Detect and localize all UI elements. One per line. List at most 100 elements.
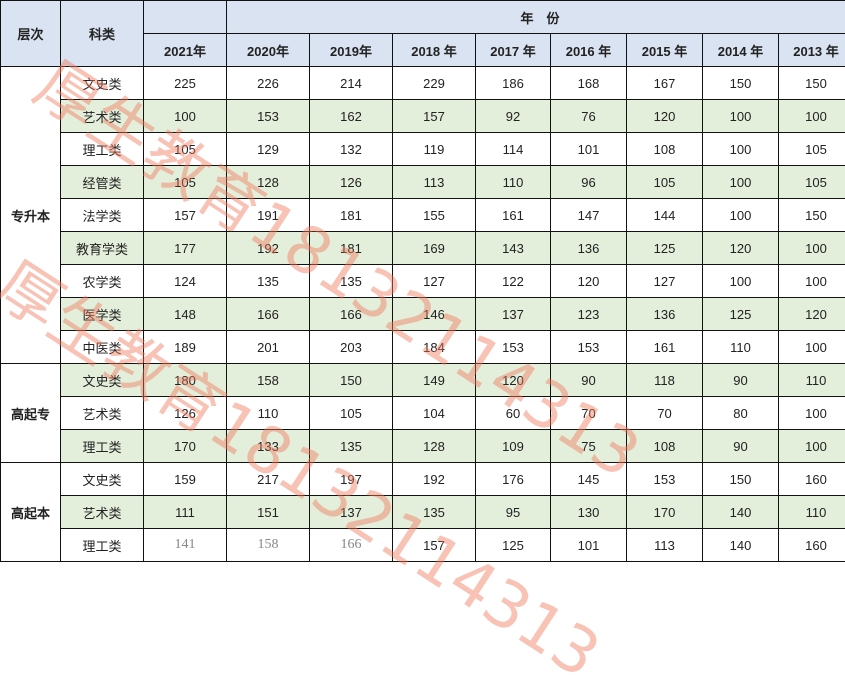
score-cell: 153 <box>627 463 703 496</box>
header-year: 2017 年 <box>476 34 551 67</box>
category-cell: 法学类 <box>61 199 144 232</box>
score-cell: 60 <box>476 397 551 430</box>
category-cell: 理工类 <box>61 430 144 463</box>
score-cell: 157 <box>393 100 476 133</box>
score-cell: 137 <box>310 496 393 529</box>
header-year: 2019年 <box>310 34 393 67</box>
score-cell: 128 <box>393 430 476 463</box>
score-cell: 120 <box>779 298 845 331</box>
score-cell: 150 <box>703 67 779 100</box>
score-cell: 105 <box>310 397 393 430</box>
category-cell: 理工类 <box>61 133 144 166</box>
category-cell: 经管类 <box>61 166 144 199</box>
level-cell: 专升本 <box>1 67 61 364</box>
category-cell: 中医类 <box>61 331 144 364</box>
score-cell: 113 <box>393 166 476 199</box>
score-cell: 122 <box>476 265 551 298</box>
score-cell: 100 <box>779 232 845 265</box>
score-cell: 148 <box>144 298 227 331</box>
score-cell: 168 <box>551 67 627 100</box>
score-cell: 181 <box>310 232 393 265</box>
category-cell: 农学类 <box>61 265 144 298</box>
score-cell: 108 <box>627 133 703 166</box>
category-cell: 文史类 <box>61 463 144 496</box>
category-cell: 医学类 <box>61 298 144 331</box>
score-cell: 136 <box>627 298 703 331</box>
score-cell: 192 <box>393 463 476 496</box>
header-year: 2015 年 <box>627 34 703 67</box>
score-cell: 186 <box>476 67 551 100</box>
score-cell: 126 <box>310 166 393 199</box>
score-cell: 132 <box>310 133 393 166</box>
category-cell: 艺术类 <box>61 397 144 430</box>
category-cell: 艺术类 <box>61 100 144 133</box>
score-cell: 125 <box>703 298 779 331</box>
score-cell: 96 <box>551 166 627 199</box>
score-cell: 161 <box>627 331 703 364</box>
score-cell: 100 <box>779 100 845 133</box>
header-year: 2021年 <box>144 34 227 67</box>
score-cell: 100 <box>779 397 845 430</box>
score-cell: 170 <box>627 496 703 529</box>
score-cell: 127 <box>393 265 476 298</box>
score-cell: 155 <box>393 199 476 232</box>
score-cell: 176 <box>476 463 551 496</box>
header-year: 2020年 <box>227 34 310 67</box>
score-cell: 153 <box>551 331 627 364</box>
category-cell: 艺术类 <box>61 496 144 529</box>
category-cell: 教育学类 <box>61 232 144 265</box>
score-cell: 167 <box>627 67 703 100</box>
score-cell: 157 <box>144 199 227 232</box>
score-cell: 140 <box>703 496 779 529</box>
score-cell: 100 <box>144 100 227 133</box>
score-cell: 110 <box>227 397 310 430</box>
score-cell: 229 <box>393 67 476 100</box>
score-cell: 100 <box>779 331 845 364</box>
score-cell: 119 <box>393 133 476 166</box>
score-cell: 146 <box>393 298 476 331</box>
header-category: 科类 <box>61 1 144 67</box>
score-cell: 161 <box>476 199 551 232</box>
score-cell: 126 <box>144 397 227 430</box>
score-cell: 105 <box>779 133 845 166</box>
score-cell: 129 <box>227 133 310 166</box>
score-cell: 90 <box>703 364 779 397</box>
score-cell: 201 <box>227 331 310 364</box>
header-level: 层次 <box>1 1 61 67</box>
score-cell: 110 <box>779 364 845 397</box>
score-cell: 214 <box>310 67 393 100</box>
score-cell: 128 <box>227 166 310 199</box>
score-cell: 111 <box>144 496 227 529</box>
score-cell: 180 <box>144 364 227 397</box>
score-cell: 225 <box>144 67 227 100</box>
score-cell: 147 <box>551 199 627 232</box>
score-cell: 100 <box>703 199 779 232</box>
score-cell: 169 <box>393 232 476 265</box>
score-cell: 80 <box>703 397 779 430</box>
score-cell: 162 <box>310 100 393 133</box>
score-cell: 120 <box>551 265 627 298</box>
score-cell: 150 <box>310 364 393 397</box>
score-cell: 70 <box>551 397 627 430</box>
score-cell: 135 <box>393 496 476 529</box>
score-cell: 101 <box>551 133 627 166</box>
header-year-group: 年 份 <box>227 1 845 34</box>
score-cell: 149 <box>393 364 476 397</box>
score-cell: 100 <box>703 265 779 298</box>
score-cell: 153 <box>476 331 551 364</box>
score-cell: 100 <box>779 430 845 463</box>
category-cell: 文史类 <box>61 364 144 397</box>
score-cell: 181 <box>310 199 393 232</box>
score-cell: 170 <box>144 430 227 463</box>
score-cell: 104 <box>393 397 476 430</box>
score-cell: 197 <box>310 463 393 496</box>
